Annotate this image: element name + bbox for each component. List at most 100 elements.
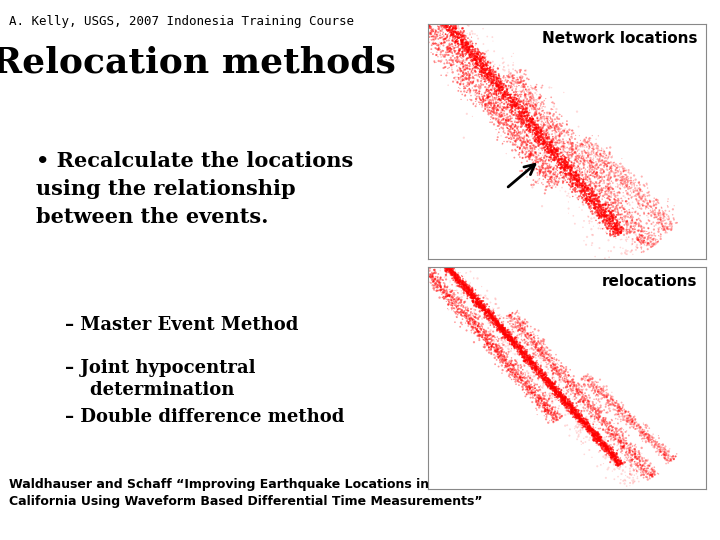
Point	[623, 233, 634, 241]
Point	[528, 332, 540, 341]
Point	[454, 273, 465, 282]
Point	[476, 97, 487, 105]
Point	[511, 372, 523, 381]
Point	[485, 118, 496, 126]
Point	[547, 392, 559, 401]
Point	[436, 71, 447, 79]
Point	[616, 235, 627, 244]
Point	[523, 354, 534, 363]
Point	[629, 418, 640, 427]
Point	[593, 395, 605, 403]
Point	[483, 83, 495, 91]
Point	[533, 141, 544, 150]
Point	[490, 93, 502, 102]
Point	[534, 383, 545, 391]
Point	[552, 392, 564, 400]
Point	[545, 383, 557, 392]
Point	[531, 362, 543, 371]
Point	[469, 294, 480, 302]
Point	[570, 180, 582, 189]
Point	[433, 277, 444, 286]
Point	[485, 105, 497, 114]
Point	[441, 290, 452, 299]
Point	[454, 274, 466, 282]
Point	[587, 380, 598, 388]
Point	[495, 83, 507, 92]
Point	[631, 474, 643, 483]
Point	[613, 220, 625, 228]
Point	[507, 74, 518, 83]
Point	[554, 168, 566, 177]
Point	[446, 37, 458, 45]
Point	[529, 384, 541, 393]
Point	[518, 335, 530, 344]
Point	[659, 209, 670, 218]
Point	[598, 208, 610, 217]
Point	[576, 179, 588, 188]
Point	[488, 315, 500, 323]
Point	[668, 215, 680, 224]
Point	[484, 69, 495, 77]
Point	[595, 435, 606, 443]
Point	[600, 200, 611, 209]
Point	[482, 336, 493, 345]
Point	[610, 207, 621, 216]
Point	[572, 411, 583, 420]
Point	[514, 341, 526, 350]
Point	[615, 235, 626, 244]
Point	[557, 135, 569, 144]
Point	[456, 54, 468, 63]
Point	[489, 89, 500, 98]
Point	[626, 471, 637, 480]
Point	[481, 100, 492, 109]
Point	[657, 446, 669, 454]
Point	[485, 89, 496, 97]
Point	[541, 343, 552, 352]
Point	[631, 461, 643, 470]
Point	[477, 304, 489, 313]
Point	[508, 327, 519, 336]
Point	[482, 93, 493, 102]
Point	[570, 144, 582, 153]
Point	[498, 124, 509, 133]
Point	[585, 193, 596, 202]
Point	[526, 115, 538, 124]
Point	[484, 335, 495, 343]
Point	[543, 177, 554, 186]
Point	[606, 208, 617, 217]
Point	[549, 380, 561, 389]
Point	[613, 224, 625, 232]
Point	[502, 85, 513, 94]
Point	[602, 180, 613, 188]
Point	[625, 178, 636, 187]
Point	[541, 147, 553, 156]
Point	[471, 53, 482, 62]
Point	[557, 157, 569, 165]
Point	[526, 354, 537, 363]
Point	[572, 413, 584, 421]
Point	[599, 445, 611, 454]
Point	[575, 390, 586, 399]
Point	[452, 65, 464, 74]
Point	[598, 386, 609, 395]
Point	[533, 352, 544, 360]
Point	[483, 314, 495, 323]
Point	[425, 29, 436, 37]
Point	[586, 426, 598, 435]
Point	[560, 164, 572, 173]
Point	[502, 332, 513, 340]
Point	[526, 359, 538, 367]
Point	[559, 154, 570, 163]
Point	[565, 384, 577, 393]
Point	[451, 302, 462, 311]
Point	[501, 119, 513, 128]
Point	[626, 217, 638, 225]
Point	[460, 279, 472, 288]
Point	[490, 86, 502, 94]
Point	[542, 368, 554, 377]
Point	[575, 418, 586, 427]
Point	[642, 184, 653, 192]
Point	[567, 172, 579, 180]
Point	[600, 443, 612, 452]
Point	[567, 145, 578, 154]
